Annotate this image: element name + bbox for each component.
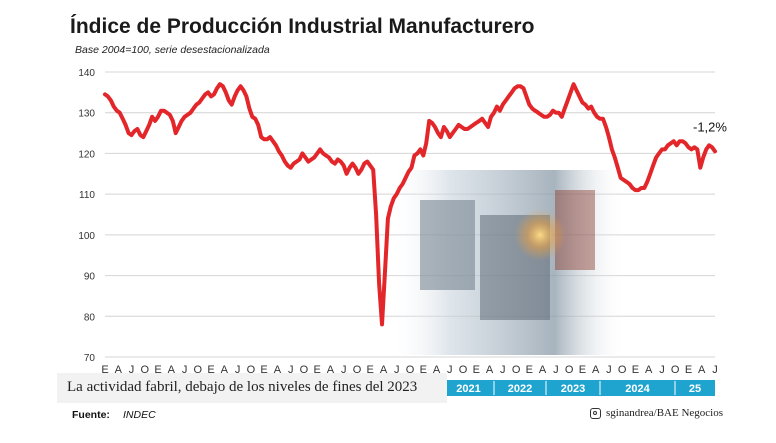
x-tick-label: J	[500, 364, 506, 376]
x-tick-label: J	[606, 364, 612, 376]
year-label: 2022	[508, 383, 532, 395]
year-label: 2021	[456, 383, 480, 395]
x-tick-label: O	[671, 364, 680, 376]
y-tick-label: 90	[84, 272, 96, 283]
x-tick-label: J	[394, 364, 400, 376]
x-tick-label: O	[512, 364, 521, 376]
x-tick-label: E	[207, 364, 214, 376]
source-value: INDEC	[123, 409, 156, 421]
credit-text: sginandrea/BAE Negocios	[606, 407, 723, 419]
x-tick-label: A	[115, 364, 123, 376]
x-tick-label: E	[526, 364, 533, 376]
year-band: 2021 2022 2023 2024 25	[447, 380, 715, 396]
y-tick-label: 100	[78, 231, 95, 242]
x-tick-label: J	[659, 364, 665, 376]
y-tick-label: 70	[84, 353, 96, 364]
x-tick-label: O	[141, 364, 150, 376]
x-tick-label: O	[247, 364, 256, 376]
x-tick-label: J	[712, 364, 718, 376]
x-tick-label: A	[221, 364, 229, 376]
x-tick-label: E	[685, 364, 692, 376]
chart-subtitle: Base 2004=100, serie desestacionalizada	[75, 44, 270, 56]
x-tick-label: A	[327, 364, 335, 376]
x-tick-label: J	[129, 364, 135, 376]
x-tick-label: J	[341, 364, 347, 376]
y-axis: 70 80 90 100 110 120 130 140	[78, 68, 95, 364]
x-tick-label: A	[698, 364, 706, 376]
x-tick-label: A	[539, 364, 547, 376]
sparks	[514, 209, 566, 261]
x-tick-label: E	[632, 364, 639, 376]
x-tick-label: A	[274, 364, 282, 376]
y-tick-label: 80	[84, 312, 96, 323]
x-tick-label: O	[565, 364, 574, 376]
x-tick-label: A	[168, 364, 176, 376]
series-line-ipi	[103, 82, 717, 327]
x-tick-label: J	[553, 364, 559, 376]
chart-title: Índice de Producción Industrial Manufact…	[70, 15, 535, 38]
y-tick-label: 120	[78, 149, 95, 160]
x-tick-label: E	[579, 364, 586, 376]
x-tick-label: O	[300, 364, 309, 376]
x-tick-label: O	[459, 364, 468, 376]
machine-silhouette	[420, 200, 475, 290]
x-tick-label: E	[154, 364, 161, 376]
y-tick-label: 130	[78, 109, 95, 120]
x-tick-label: E	[101, 364, 108, 376]
caption-box	[57, 373, 447, 403]
last-value-label: -1,2%	[693, 119, 727, 134]
year-label: 25	[689, 383, 701, 395]
x-tick-label: E	[260, 364, 267, 376]
year-label: 2024	[625, 383, 650, 395]
y-tick-label: 140	[78, 68, 95, 79]
factory-photo-background	[390, 170, 625, 355]
x-tick-label: J	[182, 364, 188, 376]
year-label: 2023	[561, 383, 585, 395]
instagram-icon	[590, 407, 601, 419]
y-tick-label: 110	[79, 190, 95, 201]
x-tick-label: A	[433, 364, 441, 376]
x-tick-label: J	[235, 364, 241, 376]
credit-line: sginandrea/BAE Negocios	[590, 407, 723, 419]
x-tick-label: O	[406, 364, 415, 376]
x-tick-label: O	[353, 364, 362, 376]
x-tick-label: A	[486, 364, 494, 376]
x-tick-label: E	[314, 364, 321, 376]
x-tick-label: E	[367, 364, 374, 376]
caption-text: La actividad fabril, debajo de los nivel…	[67, 379, 418, 395]
x-tick-label: A	[380, 364, 388, 376]
source-label: Fuente:	[72, 409, 110, 421]
x-tick-label: J	[447, 364, 453, 376]
x-tick-label: E	[473, 364, 480, 376]
x-tick-label: A	[592, 364, 600, 376]
x-tick-label: O	[194, 364, 203, 376]
x-tick-label: O	[618, 364, 627, 376]
year-band-bg	[447, 380, 715, 396]
x-tick-label: E	[420, 364, 427, 376]
x-tick-label: A	[645, 364, 653, 376]
x-tick-label: J	[288, 364, 294, 376]
